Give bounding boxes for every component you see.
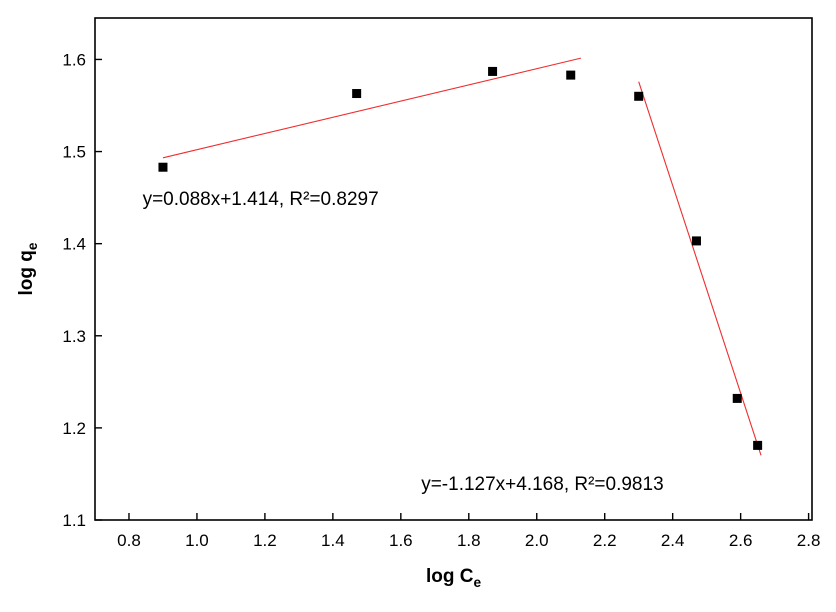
x-axis-title: log Ce	[95, 566, 812, 590]
x-tick-label: 2.4	[661, 531, 685, 550]
y-tick-label: 1.1	[62, 511, 86, 530]
y-axis-title: log qe	[16, 243, 40, 296]
data-point-marker	[691, 236, 701, 246]
x-tick-label: 2.0	[525, 531, 549, 550]
x-tick-label: 2.2	[593, 531, 617, 550]
x-tick-label: 1.8	[457, 531, 481, 550]
plot-frame	[94, 17, 813, 521]
x-tick-label: 1.0	[185, 531, 209, 550]
y-tick-label: 1.6	[62, 50, 86, 69]
x-tick-label: 0.8	[117, 531, 141, 550]
y-axis-title-text: log q	[16, 250, 38, 296]
y-tick-label: 1.5	[62, 143, 86, 162]
fit-equation-label-2: y=-1.127x+4.168, R²=0.9813	[421, 473, 664, 495]
y-tick-label: 1.2	[62, 419, 86, 438]
x-tick-label: 2.6	[729, 531, 753, 550]
x-tick-label: 2.8	[797, 531, 821, 550]
data-point-marker	[566, 70, 576, 80]
fit-line-2	[638, 81, 762, 456]
x-tick-label: 1.2	[253, 531, 277, 550]
data-point-marker	[158, 162, 168, 172]
data-point-marker	[352, 89, 362, 99]
x-tick-label: 1.4	[321, 531, 345, 550]
data-point-marker	[488, 66, 498, 76]
y-tick-label: 1.3	[62, 327, 86, 346]
data-point-marker	[753, 440, 763, 450]
data-point-marker	[732, 393, 742, 403]
data-point-marker	[634, 91, 644, 101]
x-axis-title-text: log C	[425, 566, 474, 587]
x-tick-label: 1.6	[389, 531, 413, 550]
x-axis-title-subscript: e	[473, 574, 482, 590]
y-tick-label: 1.4	[62, 235, 86, 254]
y-axis-title-subscript: e	[24, 242, 40, 251]
fit-line-1	[162, 57, 582, 159]
fit-equation-label-1: y=0.088x+1.414, R²=0.8297	[142, 189, 379, 211]
